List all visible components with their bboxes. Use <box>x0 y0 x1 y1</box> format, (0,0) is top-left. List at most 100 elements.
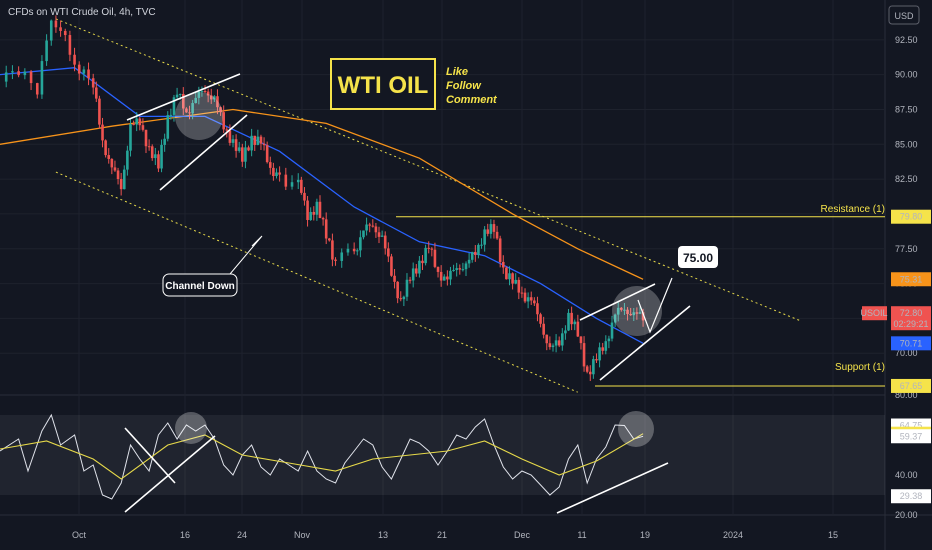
candle-body[interactable] <box>300 179 303 193</box>
candle-body[interactable] <box>11 71 14 73</box>
candle-body[interactable] <box>259 136 263 144</box>
candle-body[interactable] <box>68 35 72 55</box>
candle-body[interactable] <box>548 343 552 348</box>
candle-body[interactable] <box>275 172 278 177</box>
candle-body[interactable] <box>181 94 185 109</box>
candle-body[interactable] <box>464 263 468 270</box>
candle-body[interactable] <box>150 146 154 159</box>
candle-body[interactable] <box>477 244 480 255</box>
candle-body[interactable] <box>200 91 204 93</box>
candle-body[interactable] <box>449 270 452 280</box>
candle-body[interactable] <box>352 248 356 252</box>
candle-body[interactable] <box>362 230 365 238</box>
candle-body[interactable] <box>166 115 170 139</box>
candle-body[interactable] <box>318 201 322 219</box>
price-pane[interactable] <box>0 15 885 393</box>
candle-body[interactable] <box>73 54 76 65</box>
candle-body[interactable] <box>424 247 427 264</box>
candle-body[interactable] <box>110 158 114 168</box>
candle-body[interactable] <box>635 312 639 314</box>
candle-body[interactable] <box>306 200 309 220</box>
candle-body[interactable] <box>455 268 458 270</box>
candle-body[interactable] <box>601 347 604 351</box>
candle-body[interactable] <box>219 107 222 113</box>
candle-body[interactable] <box>175 94 179 98</box>
candle-body[interactable] <box>253 135 257 145</box>
candle-body[interactable] <box>237 147 241 151</box>
candle-body[interactable] <box>508 273 511 280</box>
candle-body[interactable] <box>265 145 269 163</box>
candle-body[interactable] <box>315 201 319 215</box>
candle-body[interactable] <box>209 95 213 100</box>
candle-body[interactable] <box>355 250 359 252</box>
candle-body[interactable] <box>564 330 567 334</box>
candle-body[interactable] <box>501 261 505 268</box>
candle-body[interactable] <box>629 313 632 316</box>
candle-body[interactable] <box>95 87 98 99</box>
candle-body[interactable] <box>551 345 555 348</box>
candle-body[interactable] <box>533 300 536 304</box>
candle-body[interactable] <box>45 40 48 62</box>
candle-body[interactable] <box>523 292 527 302</box>
candle-body[interactable] <box>582 343 586 367</box>
candle-body[interactable] <box>604 341 608 351</box>
candle-body[interactable] <box>191 103 194 114</box>
candle-body[interactable] <box>390 256 393 276</box>
candle-body[interactable] <box>203 91 207 93</box>
candle-body[interactable] <box>588 371 592 375</box>
candle-body[interactable] <box>154 154 157 159</box>
candle-body[interactable] <box>377 232 381 237</box>
candle-body[interactable] <box>231 139 235 143</box>
candle-body[interactable] <box>213 96 216 100</box>
candle-body[interactable] <box>160 144 163 169</box>
candle-body[interactable] <box>520 292 524 294</box>
candle-body[interactable] <box>492 224 496 232</box>
candle-body[interactable] <box>119 179 123 190</box>
candle-body[interactable] <box>405 279 409 297</box>
candle-body[interactable] <box>592 359 595 375</box>
candle-body[interactable] <box>101 124 104 141</box>
candle-body[interactable] <box>87 69 90 79</box>
candle-body[interactable] <box>268 162 272 168</box>
candle-body[interactable] <box>188 112 191 114</box>
candle-body[interactable] <box>383 235 387 249</box>
candle-body[interactable] <box>228 130 232 143</box>
price-axis[interactable]: 70.0072.5075.0077.5080.0082.5085.0087.50… <box>860 35 931 520</box>
candle-body[interactable] <box>262 143 266 146</box>
candle-body[interactable] <box>418 260 421 274</box>
candle-body[interactable] <box>585 366 589 372</box>
candle-body[interactable] <box>197 91 201 98</box>
candle-body[interactable] <box>610 322 614 339</box>
candle-body[interactable] <box>346 248 350 253</box>
candle-body[interactable] <box>433 249 437 267</box>
candle-body[interactable] <box>458 268 462 270</box>
candle-body[interactable] <box>452 269 455 271</box>
candle-body[interactable] <box>542 323 545 335</box>
candle-body[interactable] <box>554 340 558 346</box>
candle-body[interactable] <box>23 71 27 76</box>
time-axis[interactable]: Oct 16 24 Nov 13 21 Dec 11 19 2024 15 <box>72 530 838 540</box>
candle-body[interactable] <box>331 240 334 260</box>
candle-body[interactable] <box>129 124 132 151</box>
candle-body[interactable] <box>328 238 331 241</box>
candle-body[interactable] <box>59 27 62 31</box>
candle-body[interactable] <box>17 71 20 76</box>
candle-body[interactable] <box>526 297 530 302</box>
candle-body[interactable] <box>536 303 539 315</box>
candle-body[interactable] <box>480 244 483 246</box>
candle-body[interactable] <box>439 271 443 281</box>
candle-body[interactable] <box>511 273 514 284</box>
candle-body[interactable] <box>598 347 601 361</box>
candle-body[interactable] <box>570 312 573 325</box>
candle-body[interactable] <box>144 129 148 147</box>
candle-body[interactable] <box>561 333 564 346</box>
candle-body[interactable] <box>387 248 390 257</box>
candle-body[interactable] <box>442 276 446 281</box>
candle-body[interactable] <box>216 96 219 108</box>
candle-body[interactable] <box>505 267 508 280</box>
candle-body[interactable] <box>396 281 399 299</box>
candle-body[interactable] <box>247 147 250 151</box>
candle-body[interactable] <box>278 172 281 175</box>
candle-body[interactable] <box>63 30 67 36</box>
candle-body[interactable] <box>290 182 294 187</box>
